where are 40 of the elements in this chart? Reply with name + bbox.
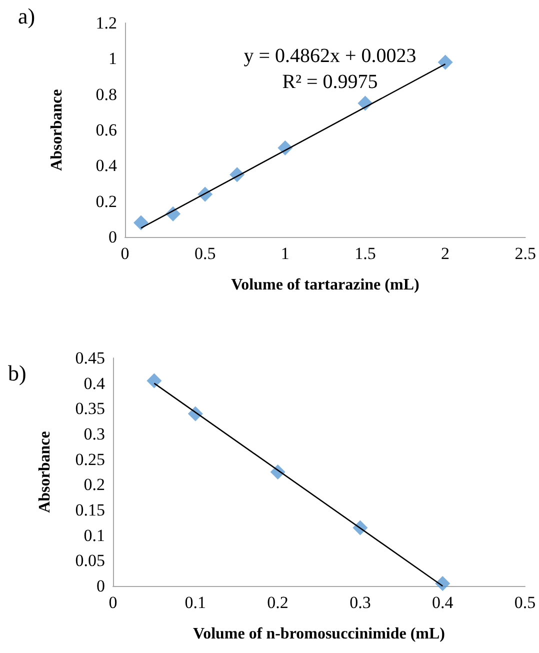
x-tick-label: 0 <box>120 244 130 263</box>
x-tick-label: 0.4 <box>432 593 454 612</box>
x-axis-title: Volume of n-bromosuccinimide (mL) <box>193 626 445 642</box>
x-tick-label: 0.3 <box>350 593 371 612</box>
y-tick-label: 0.6 <box>96 120 117 140</box>
x-tick-label: 0.5 <box>194 244 216 263</box>
text: b) <box>8 360 26 386</box>
x-tick-label: 1.5 <box>354 244 376 263</box>
y-tick-label: 0.15 <box>75 500 105 520</box>
y-tick-label: 0.1 <box>84 526 105 545</box>
y-tick-label: 1.2 <box>96 14 117 32</box>
x-tick-label: 0.1 <box>184 593 206 612</box>
x-tick-label: 2 <box>441 244 450 263</box>
y-tick-label: 0.2 <box>84 475 105 494</box>
y-tick-label: 0.4 <box>84 374 106 393</box>
y-tick-label: 0.4 <box>96 156 118 176</box>
x-tick-label: 1 <box>280 244 290 263</box>
x-tick-label: 0.5 <box>514 593 536 612</box>
x-axis-title: Volume of tartarazine (mL) <box>231 276 420 294</box>
point <box>438 54 453 70</box>
text: a) <box>18 4 36 28</box>
y-tick-label: 0 <box>108 228 117 246</box>
y-tick-label: 0.25 <box>75 450 105 469</box>
y-axis-title: Absorbance <box>36 431 54 513</box>
annotation: R² = 0.9975 <box>282 71 378 93</box>
point <box>134 215 149 230</box>
x-tick-label: 2.5 <box>514 244 536 263</box>
y-tick-label: 1 <box>108 49 117 68</box>
point <box>435 576 450 591</box>
y-axis-title: Absorbance <box>48 89 66 171</box>
y-tick-label: 0.05 <box>75 551 105 570</box>
x-tick-label: 0.2 <box>267 593 288 612</box>
y-tick-label: 0.2 <box>96 192 117 211</box>
y-tick-label: 0.3 <box>84 424 105 444</box>
annotation: y = 0.4862x + 0.0023 <box>244 45 416 67</box>
y-tick-label: 0.45 <box>75 348 105 368</box>
y-tick-label: 0.8 <box>96 84 117 104</box>
y-tick-label: 0.35 <box>75 399 105 418</box>
y-tick-label: 0 <box>96 576 105 596</box>
point <box>146 373 162 388</box>
